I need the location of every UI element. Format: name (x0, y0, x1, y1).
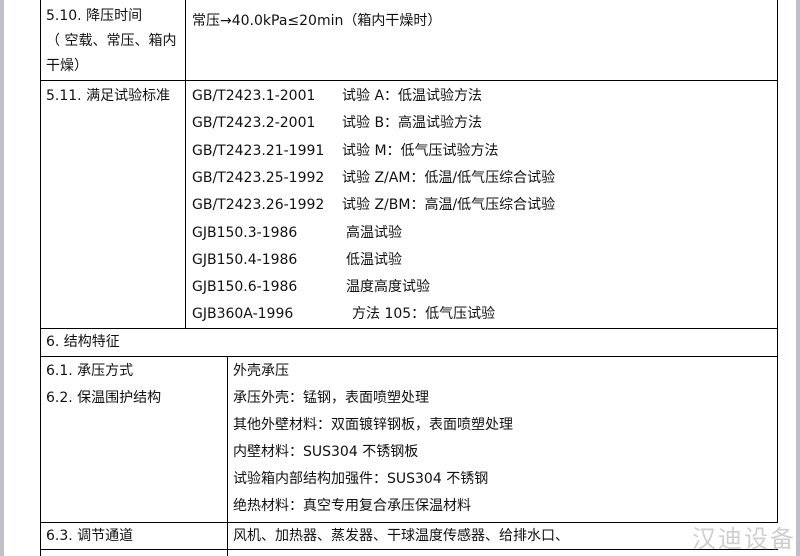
standard-code: GB/T2423.2-2001 (192, 115, 316, 132)
standard-description: 试验 Z/AM：低温/低气压综合试验 (342, 169, 556, 186)
standard-description: 温度高度试验 (346, 279, 430, 296)
section-6-heading: 6. 结构特征 (46, 334, 120, 350)
label-line: 干燥） (46, 58, 88, 74)
row-5-10-value: 常压→40.0kPa≤20min（箱内干燥时） (192, 13, 442, 29)
standard-description: 低温试验 (346, 251, 402, 268)
standard-description: 试验 A：低温试验方法 (342, 88, 483, 104)
standard-code: GB/T2423.1-2001 (192, 88, 316, 104)
row-6-3-label: 6.3. 调节通道 (46, 528, 134, 544)
label-line: （ 空载、常压、箱内 (46, 33, 177, 49)
standard-code: GJB150.6-1986 (192, 279, 298, 296)
row-6-1-value: 外壳承压 (233, 363, 289, 379)
standard-description: 试验 B：高温试验方法 (342, 115, 483, 132)
row-6-2-value: 绝热材料：真空专用复合承压保温材料 (233, 498, 471, 514)
row-6-3-value: 风机、加热器、蒸发器、干球温度传感器、给排水口、 (233, 528, 569, 544)
watermark: 汉迪设备 (692, 525, 796, 553)
row-6-2-value: 其他外壁材料：双面镀锌钢板，表面喷塑处理 (233, 417, 513, 433)
row-6-1-label: 6.1. 承压方式 (46, 363, 134, 379)
row-5-11-label: 5.11. 满足试验标准 (46, 88, 171, 104)
row-6-2-value: 试验箱内部结构加强件：SUS304 不锈钢 (233, 471, 489, 487)
row-6-2-value: 内壁材料：SUS304 不锈钢板 (233, 444, 419, 460)
standard-code: GJB150.4-1986 (192, 251, 298, 268)
standard-code: GJB150.3-1986 (192, 224, 298, 241)
standard-description: 试验 Z/BM：高温/低气压综合试验 (342, 197, 556, 214)
row-6-2-value: 承压外壳：锰钢，表面喷塑处理 (233, 390, 429, 406)
label-line: 5.10. 降压时间 (46, 8, 143, 24)
page-edge-right (796, 0, 800, 556)
standard-code: GB/T2423.26-1992 (192, 197, 325, 214)
standard-code: GJB360A-1996 (192, 306, 294, 323)
page-edge-left (0, 0, 4, 556)
standard-code: GB/T2423.21-1991 (192, 142, 325, 159)
standard-code: GB/T2423.25-1992 (192, 169, 325, 186)
row-5-10-label: 5.10. 降压时间 （ 空载、常压、箱内 干燥） (46, 4, 184, 79)
standard-description: 方法 105：低气压试验 (352, 306, 496, 323)
row-6-2-label: 6.2. 保温围护结构 (46, 390, 162, 406)
standard-description: 试验 M：低气压试验方法 (342, 142, 499, 159)
standard-description: 高温试验 (346, 224, 402, 241)
